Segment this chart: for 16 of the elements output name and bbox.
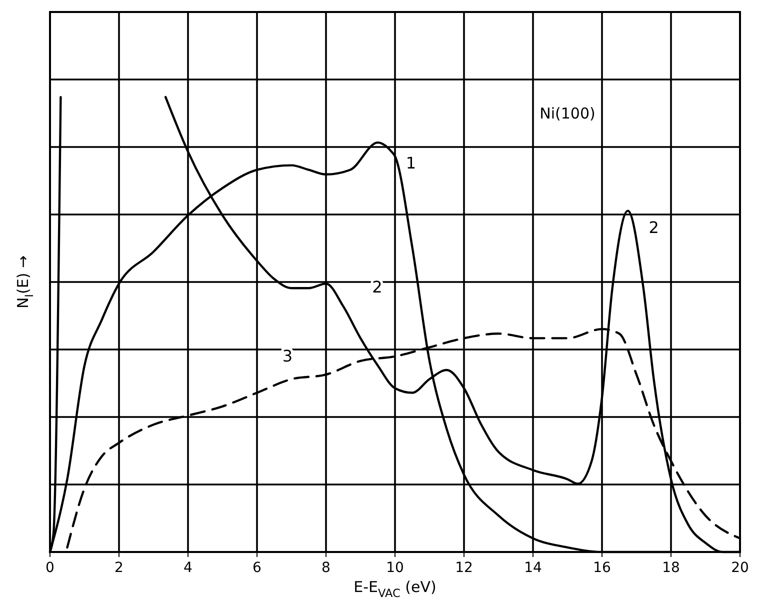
- x-tick-label: 8: [322, 560, 330, 576]
- annotation: Ni(100): [540, 104, 596, 122]
- x-tick-label: 18: [662, 560, 680, 576]
- x-tick-label: 2: [114, 560, 124, 576]
- annotation: 3: [282, 346, 293, 366]
- x-tick-label: 10: [386, 560, 404, 576]
- x-tick-label: 16: [593, 560, 611, 576]
- x-tick-label: 6: [252, 560, 262, 576]
- x-axis-title: E-E$_{VAC}$ (eV): [354, 578, 436, 600]
- x-tick-label: 0: [46, 560, 54, 576]
- x-tick-label: 12: [455, 560, 473, 576]
- x-tick-label: 20: [731, 560, 749, 576]
- x-tick-label: 4: [184, 560, 193, 576]
- annotation: 2: [648, 218, 659, 238]
- x-tick-label: 14: [524, 560, 542, 576]
- annotation: 1: [406, 154, 416, 173]
